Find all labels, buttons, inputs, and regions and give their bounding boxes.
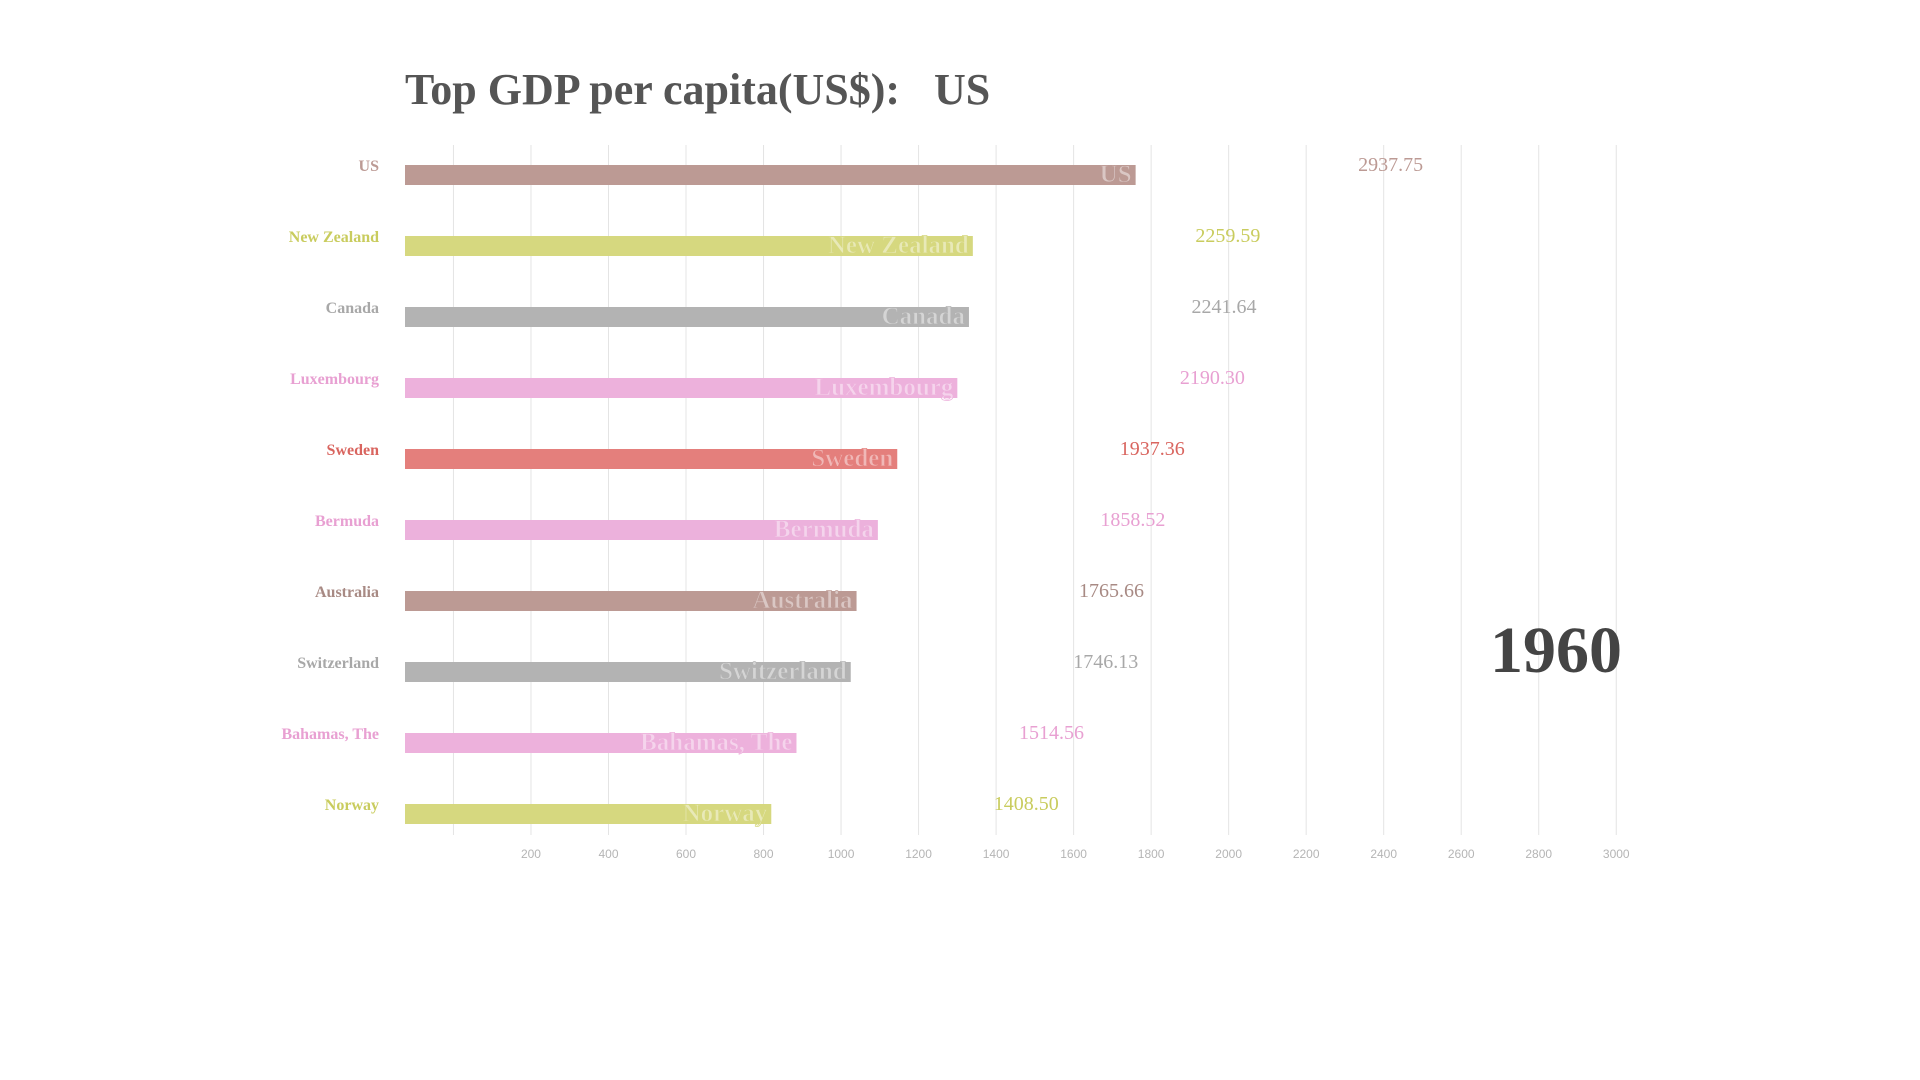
bar-name-label: Bahamas, The [640,729,792,756]
category-label: Norway [325,797,379,814]
bar-name-label: Luxembourg [814,374,953,401]
bar [405,378,958,398]
x-tick-label: 2400 [1370,847,1397,861]
value-label: 1858.52 [1100,509,1165,531]
bar [405,662,851,682]
bar-name-label: Sweden [811,445,893,472]
chart-title-leader: US [934,65,990,114]
category-label: Bermuda [315,513,379,530]
bar-name-label: New Zealand [828,232,969,259]
category-label: Switzerland [297,655,379,672]
bar-name-label: Australia [753,587,854,614]
bar [405,520,878,540]
category-label: Canada [326,300,379,317]
bar-name-label: Switzerland [719,658,847,685]
value-label: 1514.56 [1019,722,1084,744]
x-tick-label: 400 [598,847,618,861]
category-label: Luxembourg [290,371,379,388]
value-label: 2937.75 [1358,154,1423,176]
year-label: 1960 [1490,614,1622,687]
bar [405,733,797,753]
bar [405,591,857,611]
x-tick-label: 600 [676,847,696,861]
x-tick-label: 1200 [905,847,932,861]
category-label: Bahamas, The [281,726,379,743]
bar [405,307,969,327]
grid-layer [452,145,1617,835]
value-label: 1937.36 [1120,438,1185,460]
x-axis: 200 400 600 800 1000 1200 1400 1600 1800 2000 2200… [521,847,1630,861]
bar-name-label: Norway [683,800,768,827]
value-label: 1765.66 [1079,580,1144,602]
bar-name-label: US [1100,161,1132,188]
x-tick-label: 1400 [983,847,1010,861]
value-label: 1746.13 [1073,651,1138,673]
x-tick-label: 1000 [828,847,855,861]
category-label: New Zealand [289,229,379,246]
value-label: 2241.64 [1191,296,1256,318]
bar-name-label: Canada [882,303,966,330]
bar [405,165,1136,185]
x-tick-label: 2200 [1293,847,1320,861]
bar [405,236,973,256]
x-tick-label: 1600 [1060,847,1087,861]
x-tick-label: 200 [521,847,541,861]
bar [405,449,898,469]
bar-name-label: Bermuda [774,516,875,543]
category-label: US [359,158,380,175]
category-label: Australia [315,584,379,601]
x-tick-label: 2800 [1525,847,1552,861]
x-tick-label: 800 [754,847,774,861]
value-label: 2190.30 [1180,367,1245,389]
bar [405,804,772,824]
chart-title: Top GDP per capita(US$): [405,65,900,114]
value-label: 2259.59 [1195,225,1260,247]
x-tick-label: 1800 [1138,847,1165,861]
x-tick-label: 3000 [1603,847,1630,861]
x-tick-label: 2000 [1215,847,1242,861]
x-tick-label: 2600 [1448,847,1475,861]
category-label: Sweden [327,442,380,459]
value-label: 1408.50 [994,793,1059,815]
bars-layer: US US 2937.75 New Zealand New Zealand 2259.59… [281,154,1423,827]
